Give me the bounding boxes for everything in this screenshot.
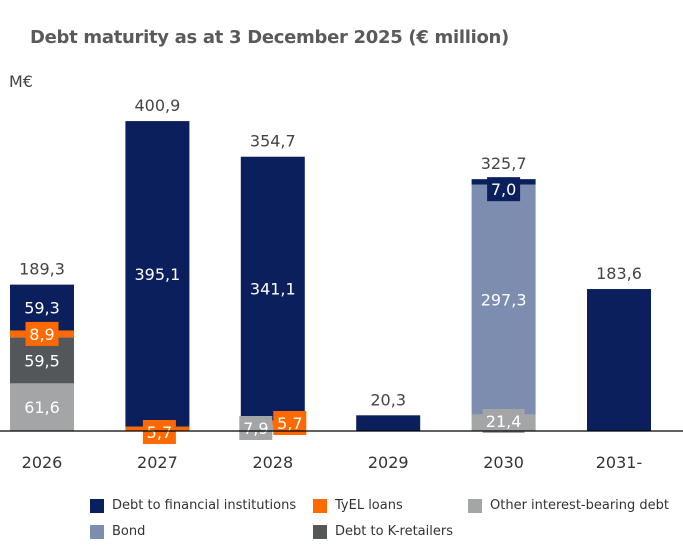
x-tick-label: 2029 (368, 453, 409, 472)
legend-item-financial-institutions: Debt to financial institutions (90, 498, 296, 513)
legend-label: Debt to K-retailers (335, 524, 453, 539)
total-label: 20,3 (370, 390, 406, 409)
bar-segment (10, 383, 74, 431)
bar-segment (240, 424, 305, 431)
legend-swatch (90, 524, 104, 539)
legend-item-k-retailers: Debt to K-retailers (313, 524, 453, 539)
legend-item-other-debt: Other interest-bearing debt (468, 498, 669, 513)
total-label: 400,9 (134, 96, 180, 115)
bar-segment (356, 415, 421, 431)
data-label: 5,7 (277, 414, 302, 433)
total-label: 325,7 (481, 154, 527, 173)
total-label: 354,7 (250, 132, 296, 151)
data-label-box (482, 409, 525, 433)
data-label: 7,0 (491, 180, 516, 199)
data-label-box (142, 420, 176, 444)
data-label-box (25, 321, 59, 346)
data-label: 395,1 (134, 265, 180, 284)
legend-label: Debt to financial institutions (112, 498, 297, 513)
bar-segment (240, 420, 305, 425)
legend-swatch (313, 498, 327, 513)
legend-swatch (313, 524, 327, 539)
bar-segment (587, 289, 651, 431)
legend-label: Other interest-bearing debt (490, 498, 670, 513)
y-axis-unit: M€ (9, 72, 33, 91)
data-label: 61,6 (24, 398, 60, 417)
data-label: 5,7 (147, 423, 172, 442)
data-label: 59,5 (24, 351, 60, 370)
data-label: 297,3 (481, 291, 527, 310)
legend-swatch (90, 498, 104, 513)
legend-swatch (468, 498, 482, 513)
data-label: 59,3 (24, 299, 60, 318)
bar-segment (471, 184, 536, 415)
bar-segment (240, 156, 305, 421)
legend-label: Bond (112, 524, 146, 539)
x-tick-label: 2027 (137, 453, 178, 472)
data-label: 21,4 (486, 412, 522, 431)
x-tick-label: 2028 (252, 453, 293, 472)
chart-title: Debt maturity as at 3 December 2025 (€ m… (30, 27, 509, 48)
legend-item-bond: Bond (90, 524, 145, 539)
data-label-box (487, 177, 521, 202)
total-label: 189,3 (19, 260, 65, 279)
legend-label: TyEL loans (335, 498, 403, 513)
x-tick-label: 2026 (22, 453, 63, 472)
bar-segment (125, 121, 190, 427)
legend-item-tyel: TyEL loans (313, 498, 403, 513)
data-label-box (239, 416, 273, 440)
x-tick-label: 2030 (483, 453, 524, 472)
data-label: 7,9 (243, 419, 268, 438)
chart-plot: 61,6 59,5 59,3 189,3 2026 395,1 400,9 2027 341,1… (0, 96, 683, 472)
total-label: 183,6 (596, 264, 642, 283)
data-label: 341,1 (250, 280, 296, 299)
x-tick-label: 2031- (596, 453, 643, 472)
data-label: 8,9 (29, 325, 54, 344)
